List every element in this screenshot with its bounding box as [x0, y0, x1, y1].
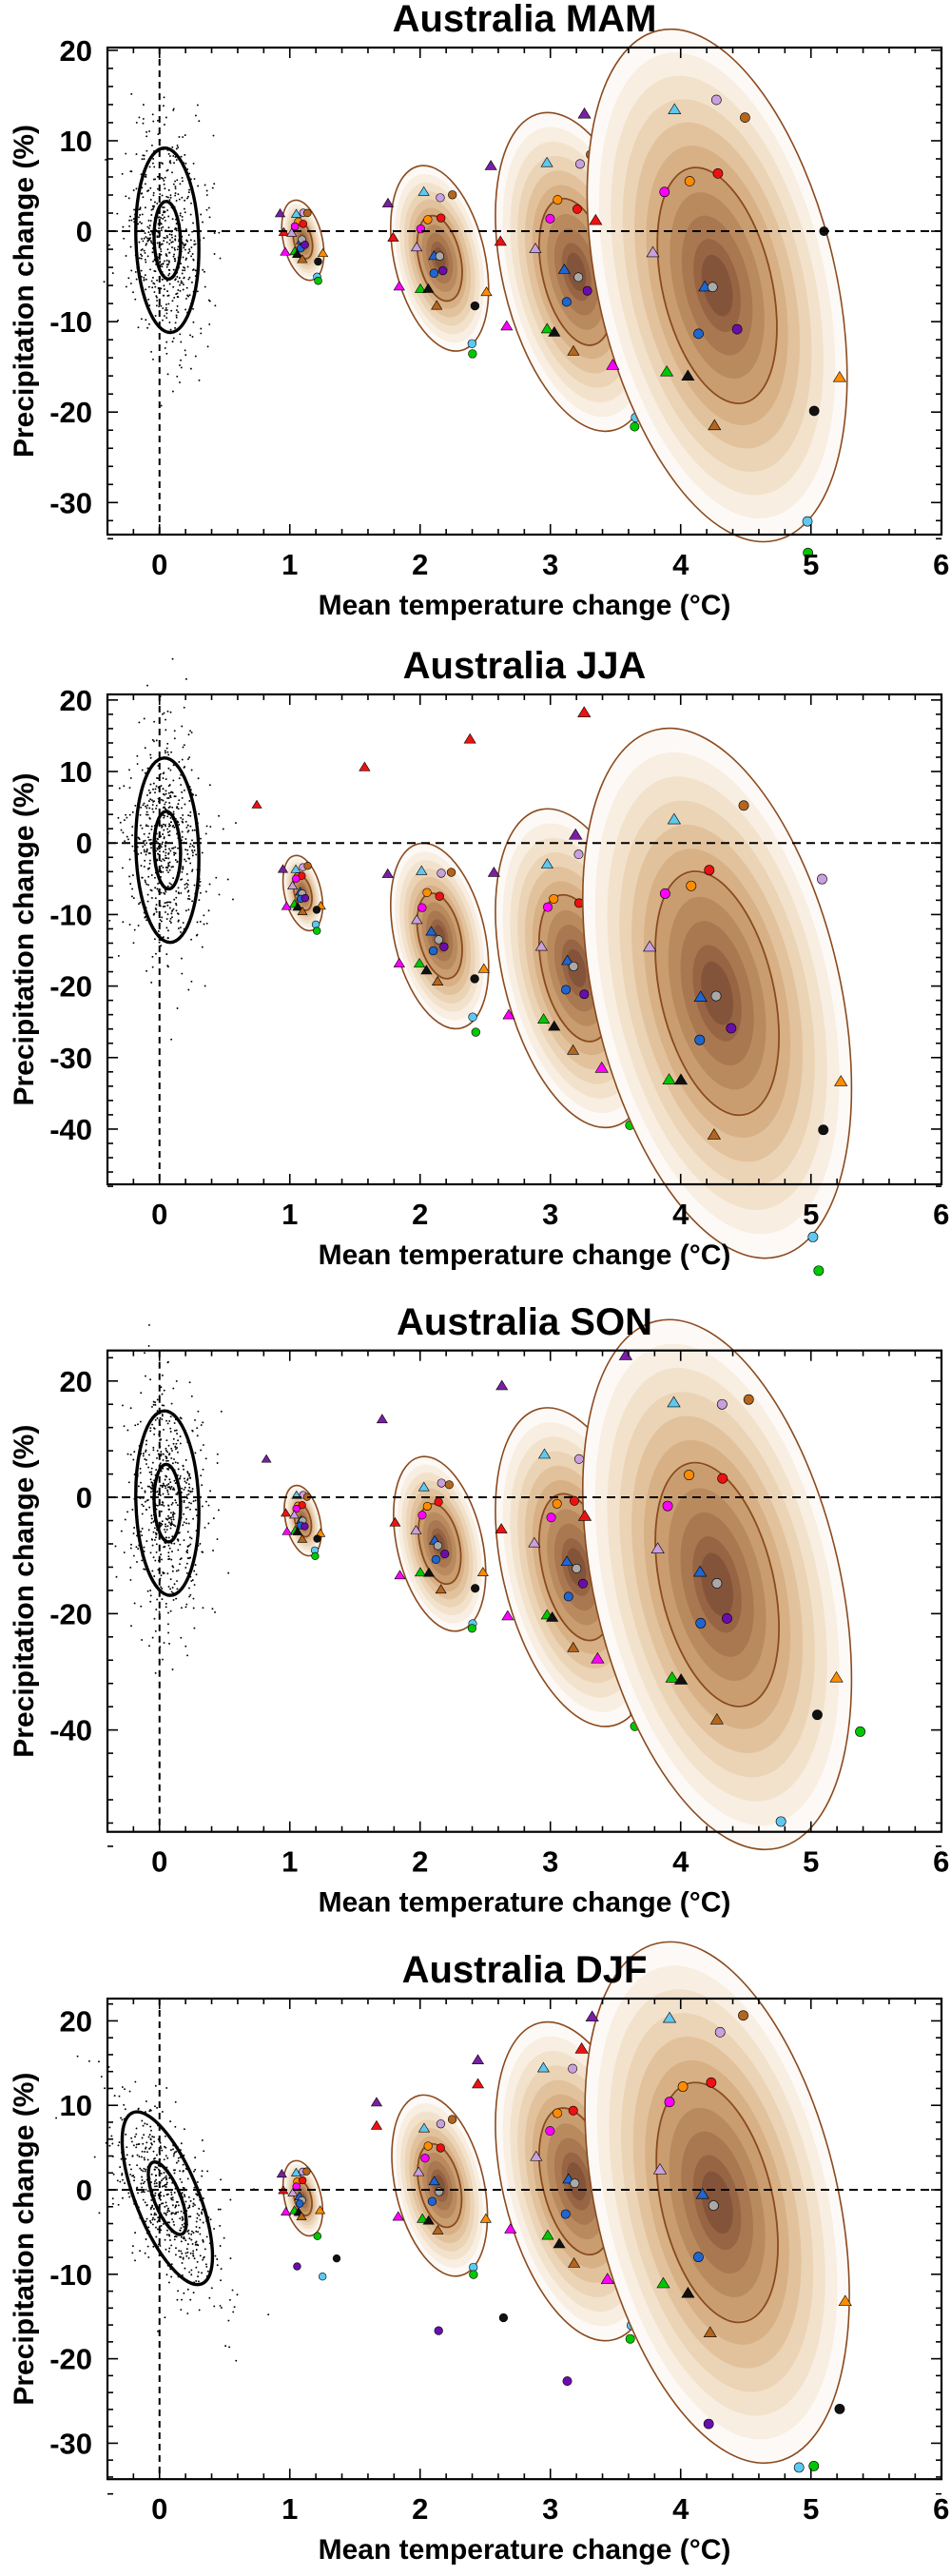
svg-text:2: 2 — [412, 1198, 428, 1231]
svg-text:5: 5 — [803, 548, 819, 581]
svg-text:Mean temperature change (°C): Mean temperature change (°C) — [319, 2534, 731, 2566]
svg-text:-10: -10 — [49, 898, 92, 931]
svg-text:2: 2 — [412, 2492, 428, 2526]
svg-text:-30: -30 — [49, 2427, 92, 2460]
svg-text:Australia JJA: Australia JJA — [403, 645, 647, 687]
svg-text:4: 4 — [672, 548, 689, 581]
svg-text:-20: -20 — [49, 2343, 92, 2376]
svg-text:20: 20 — [60, 2004, 92, 2038]
svg-text:4: 4 — [672, 1198, 689, 1231]
svg-text:2: 2 — [412, 548, 428, 581]
svg-text:1: 1 — [281, 1845, 298, 1879]
svg-text:Precipitation change (%): Precipitation change (%) — [9, 2073, 40, 2406]
svg-text:6: 6 — [933, 1845, 949, 1879]
svg-text:10: 10 — [60, 125, 92, 158]
svg-text:20: 20 — [60, 684, 92, 717]
svg-text:-10: -10 — [49, 305, 92, 339]
svg-text:6: 6 — [933, 1198, 949, 1231]
svg-text:0: 0 — [151, 1198, 167, 1231]
svg-text:5: 5 — [803, 1845, 819, 1879]
svg-text:Mean temperature change (°C): Mean temperature change (°C) — [319, 590, 731, 621]
svg-text:5: 5 — [803, 2492, 819, 2526]
svg-text:Precipitation change (%): Precipitation change (%) — [9, 125, 40, 458]
svg-text:-20: -20 — [49, 970, 92, 1004]
svg-text:0: 0 — [76, 2174, 92, 2207]
svg-text:10: 10 — [60, 755, 92, 789]
svg-text:-30: -30 — [49, 1042, 92, 1075]
svg-text:0: 0 — [76, 1481, 92, 1514]
svg-text:1: 1 — [281, 548, 298, 581]
svg-text:1: 1 — [281, 1198, 298, 1231]
svg-text:2: 2 — [412, 1845, 428, 1879]
svg-text:20: 20 — [60, 34, 92, 68]
svg-text:-10: -10 — [49, 2258, 92, 2292]
svg-text:-40: -40 — [49, 1714, 92, 1747]
svg-text:0: 0 — [151, 548, 167, 581]
svg-text:1: 1 — [281, 2492, 298, 2526]
svg-text:-20: -20 — [49, 1597, 92, 1630]
svg-text:4: 4 — [672, 1845, 689, 1879]
svg-text:0: 0 — [76, 827, 92, 860]
svg-text:Mean temperature change (°C): Mean temperature change (°C) — [319, 1239, 731, 1271]
svg-text:5: 5 — [803, 1198, 819, 1231]
svg-text:0: 0 — [76, 215, 92, 248]
svg-text:3: 3 — [542, 1845, 558, 1879]
svg-text:Precipitation change (%): Precipitation change (%) — [9, 772, 40, 1105]
svg-text:10: 10 — [60, 2089, 92, 2122]
svg-text:4: 4 — [672, 2492, 689, 2526]
svg-text:0: 0 — [151, 1845, 167, 1879]
svg-text:-30: -30 — [49, 486, 92, 519]
svg-text:Australia DJF: Australia DJF — [402, 1949, 648, 1991]
svg-text:6: 6 — [933, 548, 949, 581]
svg-text:-20: -20 — [49, 396, 92, 429]
svg-text:Mean temperature change (°C): Mean temperature change (°C) — [319, 1887, 731, 1919]
svg-text:6: 6 — [933, 2492, 949, 2526]
svg-text:0: 0 — [151, 2492, 167, 2526]
svg-text:Australia SON: Australia SON — [397, 1301, 652, 1343]
svg-text:Australia MAM: Australia MAM — [393, 0, 657, 40]
svg-text:Precipitation change (%): Precipitation change (%) — [9, 1425, 40, 1758]
svg-text:-40: -40 — [49, 1113, 92, 1146]
svg-text:20: 20 — [60, 1365, 92, 1398]
svg-text:3: 3 — [542, 1198, 558, 1231]
svg-text:3: 3 — [542, 548, 558, 581]
svg-text:3: 3 — [542, 2492, 558, 2526]
